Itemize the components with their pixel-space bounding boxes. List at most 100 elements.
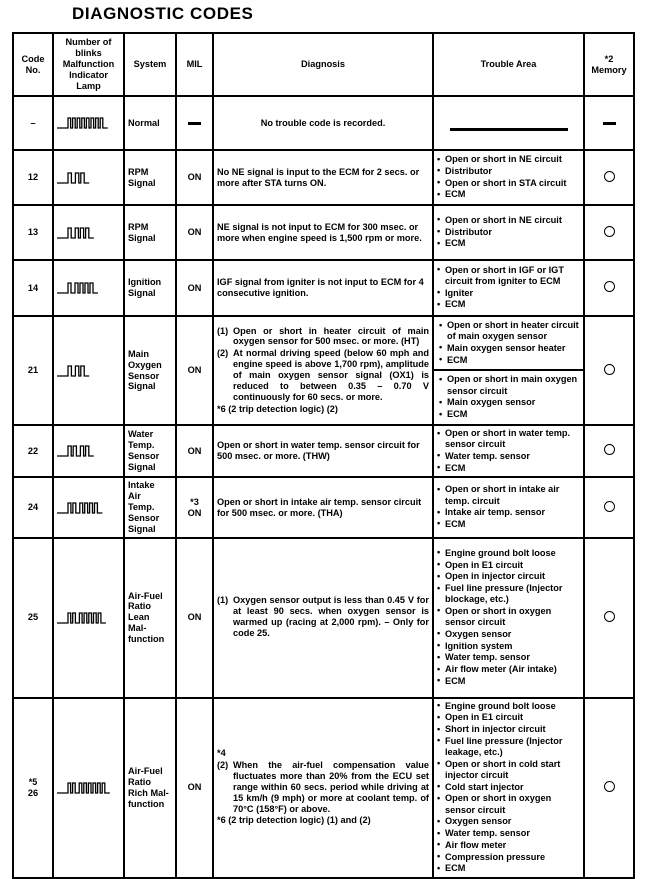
dash-icon — [602, 121, 616, 125]
table-row: 13 RPM Signal ON NE signal is not input to E… — [12, 204, 635, 261]
mil-state: ON — [187, 227, 202, 238]
diagnosis-item-number: (1) — [217, 595, 229, 606]
table-header-row: Code No. Number of blinks Malfunction In… — [12, 32, 635, 97]
trouble-item: Open or short in heater circuit of main … — [439, 319, 579, 342]
circle-icon — [603, 780, 615, 792]
cell-code-no: – — [12, 95, 54, 151]
cell-trouble-area — [432, 95, 585, 151]
waveform-2-2 — [57, 441, 120, 461]
trouble-item: Distributor — [437, 226, 580, 238]
trouble-item: Water temp. sensor — [437, 450, 580, 462]
code-number: 13 — [27, 227, 39, 238]
trouble-item: ECM — [437, 299, 580, 310]
cell-trouble-area: Open or short in NE circuitDistributorOp… — [432, 149, 585, 206]
mil-footnote: *3 — [190, 496, 199, 507]
cell-diagnosis: (1) Oxygen sensor output is less than 0.4… — [212, 536, 434, 699]
cell-blink-pattern — [52, 95, 125, 151]
trouble-item: ECM — [439, 409, 579, 420]
diagnosis-item-text: At normal driving speed (below 60 mph an… — [233, 348, 429, 402]
trouble-item: Open or short in oxygen sensor circuit — [437, 605, 580, 628]
header-system: System — [123, 32, 177, 97]
cell-memory — [583, 95, 635, 151]
cell-system: Main Oxygen Sensor Signal — [123, 315, 177, 426]
trouble-item: Open or short in main oxygen sensor circ… — [439, 374, 579, 396]
cell-code-no: 12 — [12, 149, 54, 206]
cell-diagnosis: (1) Open or short in heater circuit of ma… — [212, 315, 434, 426]
header-diagnosis: Diagnosis — [212, 32, 434, 97]
header-memory-label: Memory — [591, 64, 627, 75]
cell-trouble-area: Engine ground bolt looseOpen in E1 circu… — [432, 696, 585, 879]
trouble-list: Open or short in intake air temp. circui… — [437, 484, 580, 530]
trouble-item: Main oxygen sensor heater — [439, 342, 579, 354]
trouble-item: Fuel line pressure (Injector blockage, e… — [437, 583, 580, 605]
cell-memory — [583, 476, 635, 539]
diagnosis-list: (2) When the air-fuel compensation value … — [217, 760, 429, 814]
diagnosis-item-number: (1) — [217, 325, 229, 336]
mil-state: ON — [187, 445, 202, 456]
diagnostic-codes-table: Code No. Number of blinks Malfunction In… — [12, 32, 635, 879]
trouble-item: Ignition system — [437, 640, 580, 652]
trouble-item: Open or short in oxygen sensor circuit — [437, 793, 580, 815]
cell-code-no: 21 — [12, 315, 54, 426]
waveform-1-3 — [57, 223, 120, 243]
circle-icon — [603, 281, 615, 293]
trouble-item: ECM — [437, 518, 580, 530]
circle-icon — [603, 444, 615, 456]
cell-mil: ON — [175, 204, 214, 261]
code-number: 21 — [27, 365, 39, 376]
cell-trouble-area: Open or short in water temp. sensor circ… — [432, 423, 585, 479]
trouble-item: Compression pressure — [437, 851, 580, 863]
trouble-item: Open or short in NE circuit — [437, 214, 580, 226]
trouble-item: Open in E1 circuit — [437, 712, 580, 723]
trouble-list: Open or short in water temp. sensor circ… — [437, 427, 580, 474]
cell-mil: ON — [175, 696, 214, 879]
cell-system: Water Temp. Sensor Signal — [123, 423, 177, 479]
code-number: – — [30, 117, 36, 128]
cell-code-no: 24 — [12, 476, 54, 539]
cell-mil: ON — [175, 259, 214, 317]
mil-state: ON — [187, 507, 202, 518]
table-row: *5 26 Air-Fuel Ratio Rich Mal-function ON *4 (2… — [12, 696, 635, 879]
table-row: 14 Ignition Signal ON IGF signal from ignite… — [12, 259, 635, 317]
trouble-item: ECM — [437, 675, 580, 687]
trouble-item: Open or short in water temp. sensor circ… — [437, 427, 580, 450]
trouble-item: ECM — [437, 238, 580, 249]
header-number-of-blinks: Number of blinks Malfunction Indicator L… — [52, 32, 125, 97]
code-number: 14 — [27, 282, 39, 293]
waveform-1-2 — [57, 168, 120, 188]
trouble-item: Air flow meter (Air intake) — [437, 664, 580, 675]
circle-icon — [603, 610, 615, 622]
cell-code-no: *5 26 — [12, 696, 54, 879]
cell-diagnosis: IGF signal from igniter is not input to … — [212, 259, 434, 317]
code-number: 25 — [27, 612, 39, 623]
trouble-list: Open or short in NE circuitDistributorEC… — [437, 214, 580, 250]
trouble-list: Open or short in IGF or IGT circuit from… — [437, 264, 580, 311]
trouble-item: Open or short in cold start injector cir… — [437, 758, 580, 781]
table-body: – Normal No trouble code is recorded. 12 RPM… — [12, 95, 635, 879]
header-memory-footnote: *2 — [604, 53, 614, 64]
mil-state: ON — [187, 172, 202, 183]
code-number: 26 — [27, 788, 39, 799]
cell-memory — [583, 423, 635, 479]
cell-trouble-area: Open or short in NE circuitDistributorEC… — [432, 204, 585, 261]
dash-icon — [188, 121, 201, 125]
trouble-item: Main oxygen sensor — [439, 397, 579, 408]
code-number: 24 — [27, 502, 39, 513]
diagnosis-footnote: *4 — [217, 748, 226, 759]
diagnosis-item-text: When the air-fuel compensation value flu… — [233, 760, 429, 814]
trouble-item: ECM — [437, 863, 580, 874]
diagnosis-item: (1) Oxygen sensor output is less than 0.4… — [217, 595, 429, 638]
trouble-item: Oxygen sensor — [437, 816, 580, 827]
trouble-item: Engine ground bolt loose — [437, 700, 580, 712]
cell-diagnosis: Open or short in water temp. sensor circ… — [212, 423, 434, 479]
header-blinks-line3: Malfunction — [62, 59, 115, 70]
trouble-list: Open or short in heater circuit of main … — [439, 319, 579, 366]
cell-diagnosis: Open or short in intake air temp. sensor… — [212, 476, 434, 539]
cell-mil: ON — [175, 149, 214, 206]
diagnosis-text: Open or short in water temp. sensor circ… — [217, 440, 420, 462]
cell-memory — [583, 259, 635, 317]
diagnosis-item: (2) When the air-fuel compensation value … — [217, 760, 429, 814]
header-memory: *2 Memory — [583, 32, 635, 97]
trouble-item: Open in injector circuit — [437, 571, 580, 582]
cell-trouble-area: Open or short in IGF or IGT circuit from… — [432, 259, 585, 317]
